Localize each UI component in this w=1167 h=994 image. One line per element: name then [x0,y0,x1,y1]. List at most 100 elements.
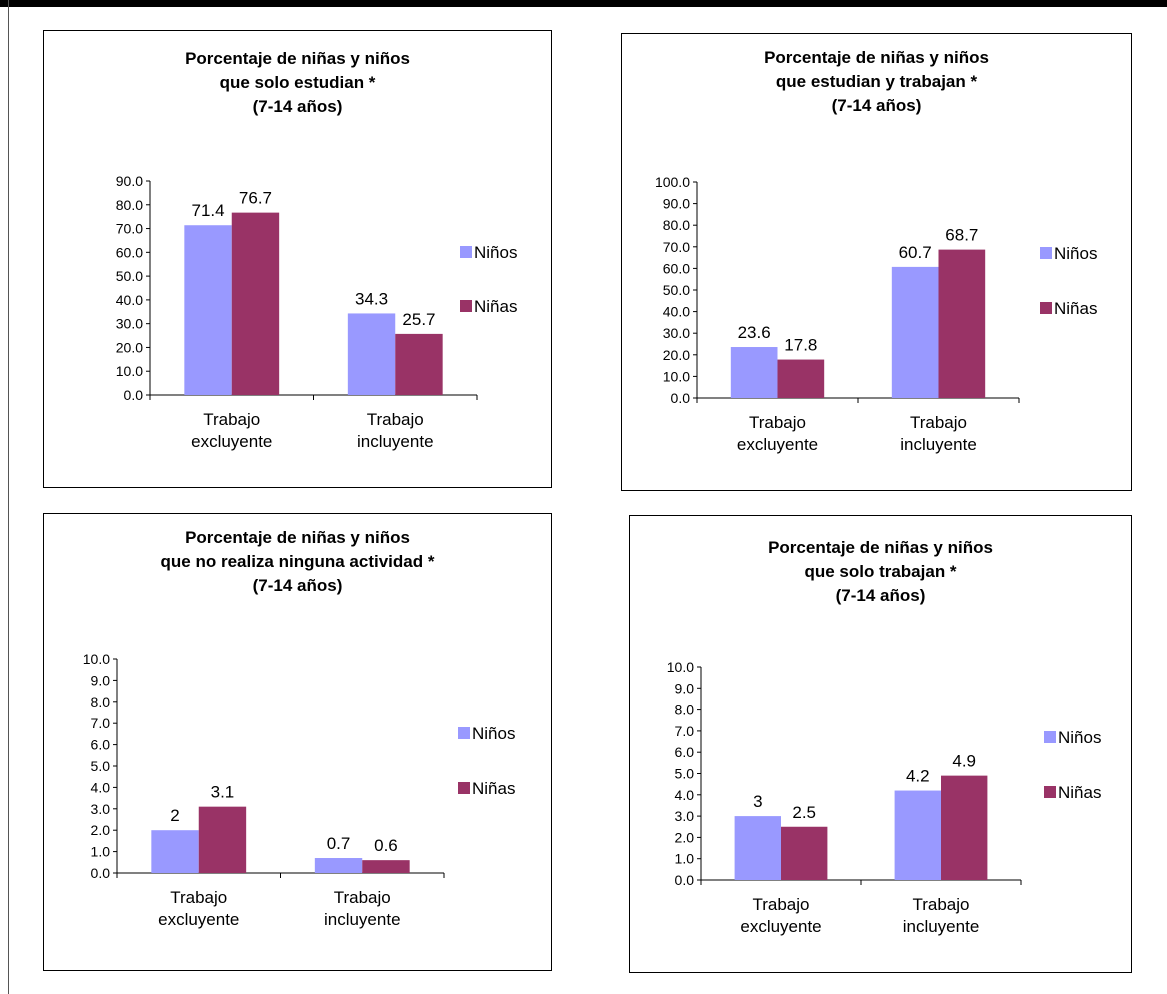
data-label: 3.1 [211,783,235,802]
data-label: 0.6 [374,836,398,855]
bar-ninos [894,790,941,880]
legend-label: Niñas [1054,299,1097,318]
data-label: 2.5 [792,803,816,822]
page-left-border [8,0,9,994]
chart-title-line-2: que solo trabajan * [804,562,957,581]
y-tick-label: 70.0 [663,239,690,255]
category-label: incluyente [903,917,980,936]
chart-title-line-1: Porcentaje de niñas y niños [768,538,993,557]
y-tick-label: 40.0 [116,292,143,308]
data-label: 2 [170,806,179,825]
category-label: Trabajo [367,410,424,429]
legend-label: Niños [472,724,515,743]
y-tick-label: 1.0 [675,851,695,867]
y-tick-label: 70.0 [116,221,143,237]
data-label: 60.7 [899,243,932,262]
chart-title-line-2: que estudian y trabajan * [775,72,978,91]
legend-label: Niños [1058,728,1101,747]
category-label: Trabajo [334,888,391,907]
category-label: Trabajo [912,895,969,914]
legend-label: Niños [474,243,517,262]
bar-ninas [198,806,247,873]
bar-ninos [151,830,199,873]
chart-panel-solo-trabajan: Porcentaje de niñas y niños que solo tra… [629,515,1132,973]
y-tick-label: 50.0 [663,282,690,298]
bar-ninas [777,359,825,398]
y-tick-label: 8.0 [91,694,111,710]
category-label: incluyente [324,910,401,929]
bar-ninos [184,225,232,395]
bar-ninas [938,249,986,398]
y-tick-label: 9.0 [91,672,111,688]
bar-ninos [734,816,781,880]
page-top-border [0,0,1167,7]
legend-swatch-ninas [458,782,470,794]
category-label: Trabajo [170,888,227,907]
chart-title-line-3: (7-14 años) [252,97,343,116]
y-tick-label: 9.0 [675,680,695,696]
y-tick-label: 90.0 [663,196,690,212]
legend-label: Niños [1054,244,1097,263]
y-tick-label: 10.0 [83,651,110,667]
category-label: excluyente [191,432,272,451]
chart-title-line-1: Porcentaje de niñas y niños [764,48,989,67]
y-tick-label: 10.0 [663,368,690,384]
chart-title-line-3: (7-14 años) [252,576,343,595]
y-tick-label: 30.0 [116,316,143,332]
y-tick-label: 6.0 [91,737,111,753]
y-tick-label: 10.0 [116,363,143,379]
bar-ninas [781,826,828,880]
data-label: 4.9 [952,752,976,771]
data-label: 68.7 [945,226,978,245]
y-tick-label: 0.0 [675,872,695,888]
chart-title-line-3: (7-14 años) [831,96,922,115]
category-label: Trabajo [910,413,967,432]
chart-panel-solo-estudian: Porcentaje de niñas y niños que solo est… [43,30,552,488]
chart-title: Porcentaje de niñas y niños que solo est… [44,47,551,119]
chart-title-line-1: Porcentaje de niñas y niños [185,528,410,547]
y-tick-label: 2.0 [91,822,111,838]
chart-title-line-2: que no realiza ninguna actividad * [160,552,435,571]
chart-title: Porcentaje de niñas y niños que estudian… [622,46,1131,118]
y-tick-label: 0.0 [124,387,144,403]
y-tick-label: 50.0 [116,268,143,284]
y-tick-label: 80.0 [116,197,143,213]
y-tick-label: 4.0 [675,787,695,803]
chart-panel-estudian-y-trabajan: Porcentaje de niñas y niños que estudian… [621,33,1132,491]
legend-swatch-ninas [1040,302,1052,314]
y-tick-label: 60.0 [663,260,690,276]
y-tick-label: 20.0 [116,339,143,355]
category-label: incluyente [900,435,977,454]
y-tick-label: 20.0 [663,347,690,363]
data-label: 71.4 [191,201,224,220]
data-label: 25.7 [402,310,435,329]
y-tick-label: 5.0 [91,758,111,774]
chart-title-line-3: (7-14 años) [835,586,926,605]
legend-swatch-ninas [460,300,472,312]
legend-label: Niñas [1058,783,1101,802]
y-tick-label: 80.0 [663,217,690,233]
data-label: 4.2 [906,767,930,786]
y-tick-label: 8.0 [675,702,695,718]
data-label: 17.8 [784,336,817,355]
category-label: excluyente [737,435,818,454]
category-label: Trabajo [749,413,806,432]
bar-ninos [891,266,939,398]
y-tick-label: 60.0 [116,244,143,260]
legend-label: Niñas [472,779,515,798]
category-label: Trabajo [203,410,260,429]
y-tick-label: 0.0 [671,390,691,406]
legend-label: Niñas [474,297,517,316]
y-tick-label: 10.0 [667,659,694,675]
chart-title-line-2: que solo estudian * [219,73,376,92]
legend-swatch-ninos [1040,247,1052,259]
bar-ninas [395,333,443,395]
y-tick-label: 7.0 [91,715,111,731]
y-tick-label: 40.0 [663,304,690,320]
data-label: 3 [753,792,762,811]
bar-ninos [730,347,778,398]
legend-swatch-ninas [1044,786,1056,798]
data-label: 23.6 [738,323,771,342]
data-label: 0.7 [327,834,351,853]
bar-chart-svg: 0.0 1.0 2.0 3.0 4.0 5.0 6.0 7.0 8.0 9.0 10.0 2 3.1 Tr… [83,651,516,929]
